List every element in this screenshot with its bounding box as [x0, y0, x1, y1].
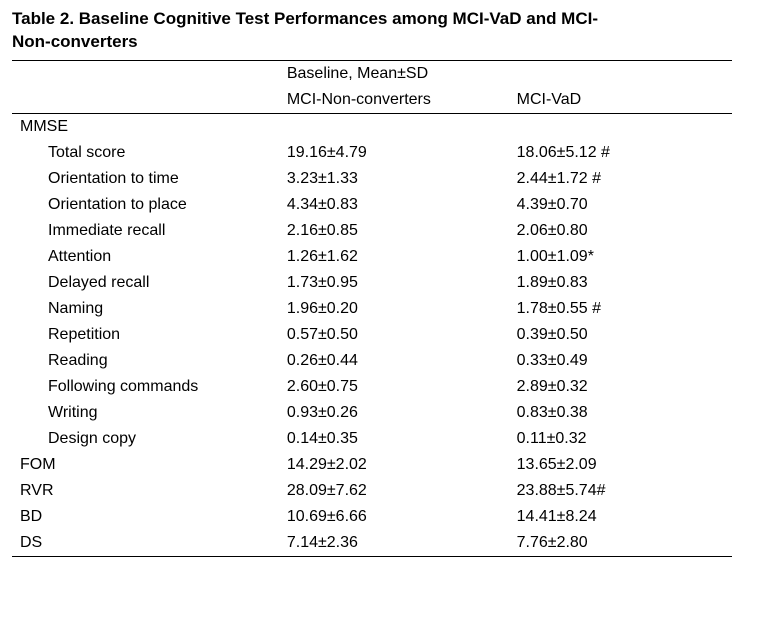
cell-g2: 18.06±5.12 #	[511, 140, 732, 166]
header-group1: MCI-Non-converters	[281, 87, 511, 114]
table-row: FOM 14.29±2.02 13.65±2.09	[12, 452, 732, 478]
row-label: Repetition	[12, 322, 281, 348]
cell-g2: 0.33±0.49	[511, 348, 732, 374]
table-row: Orientation to place 4.34±0.83 4.39±0.70	[12, 192, 732, 218]
table-row: BD 10.69±6.66 14.41±8.24	[12, 504, 732, 530]
table-row: Orientation to time 3.23±1.33 2.44±1.72 …	[12, 166, 732, 192]
cell-g2: 7.76±2.80	[511, 530, 732, 557]
table-row: Reading 0.26±0.44 0.33±0.49	[12, 348, 732, 374]
cell-g1: 14.29±2.02	[281, 452, 511, 478]
table-row: Naming 1.96±0.20 1.78±0.55 #	[12, 296, 732, 322]
section-label-bd: BD	[12, 504, 281, 530]
row-label: Reading	[12, 348, 281, 374]
cell-g1: 1.73±0.95	[281, 270, 511, 296]
cell-g1: 0.26±0.44	[281, 348, 511, 374]
section-label-ds: DS	[12, 530, 281, 557]
cell-g1: 0.57±0.50	[281, 322, 511, 348]
table-row: Attention 1.26±1.62 1.00±1.09*	[12, 244, 732, 270]
row-label: Following commands	[12, 374, 281, 400]
table-row: Repetition 0.57±0.50 0.39±0.50	[12, 322, 732, 348]
table-title: Table 2. Baseline Cognitive Test Perform…	[12, 8, 632, 54]
row-label: Attention	[12, 244, 281, 270]
cell-g1: 10.69±6.66	[281, 504, 511, 530]
cell-g2: 2.06±0.80	[511, 218, 732, 244]
cell-g2: 23.88±5.74#	[511, 478, 732, 504]
cell-g1: 3.23±1.33	[281, 166, 511, 192]
cell-g2: 13.65±2.09	[511, 452, 732, 478]
cell-g1: 4.34±0.83	[281, 192, 511, 218]
table-row: Design copy 0.14±0.35 0.11±0.32	[12, 426, 732, 452]
table-row: DS 7.14±2.36 7.76±2.80	[12, 530, 732, 557]
cell-g2: 4.39±0.70	[511, 192, 732, 218]
cell-g1: 28.09±7.62	[281, 478, 511, 504]
row-label: Orientation to place	[12, 192, 281, 218]
row-label: Design copy	[12, 426, 281, 452]
cell-g1: 2.60±0.75	[281, 374, 511, 400]
cell-g1: 7.14±2.36	[281, 530, 511, 557]
table-row: RVR 28.09±7.62 23.88±5.74#	[12, 478, 732, 504]
cell-g2: 2.44±1.72 #	[511, 166, 732, 192]
cell-g2: 14.41±8.24	[511, 504, 732, 530]
cell-g2: 2.89±0.32	[511, 374, 732, 400]
row-label: Naming	[12, 296, 281, 322]
section-label-fom: FOM	[12, 452, 281, 478]
cell-g2: 0.83±0.38	[511, 400, 732, 426]
cell-g2: 1.78±0.55 #	[511, 296, 732, 322]
cognitive-table: Baseline, Mean±SD MCI-Non-converters MCI…	[12, 60, 732, 557]
section-label-rvr: RVR	[12, 478, 281, 504]
row-label: Delayed recall	[12, 270, 281, 296]
cell-g2: 0.39±0.50	[511, 322, 732, 348]
cell-g1: 0.14±0.35	[281, 426, 511, 452]
table-row: Following commands 2.60±0.75 2.89±0.32	[12, 374, 732, 400]
table-row: Writing 0.93±0.26 0.83±0.38	[12, 400, 732, 426]
cell-g1: 19.16±4.79	[281, 140, 511, 166]
cell-g1: 0.93±0.26	[281, 400, 511, 426]
header-super: Baseline, Mean±SD	[281, 60, 511, 87]
cell-g2: 1.89±0.83	[511, 270, 732, 296]
cell-g1: 2.16±0.85	[281, 218, 511, 244]
header-group2: MCI-VaD	[511, 87, 732, 114]
table-row: Total score 19.16±4.79 18.06±5.12 #	[12, 140, 732, 166]
row-label: Immediate recall	[12, 218, 281, 244]
table-row: Immediate recall 2.16±0.85 2.06±0.80	[12, 218, 732, 244]
row-label: Orientation to time	[12, 166, 281, 192]
cell-g2: 0.11±0.32	[511, 426, 732, 452]
row-label: Writing	[12, 400, 281, 426]
cell-g1: 1.26±1.62	[281, 244, 511, 270]
section-label-mmse: MMSE	[12, 113, 281, 140]
section-row-mmse: MMSE	[12, 113, 732, 140]
table-row: Delayed recall 1.73±0.95 1.89±0.83	[12, 270, 732, 296]
row-label: Total score	[12, 140, 281, 166]
cell-g1: 1.96±0.20	[281, 296, 511, 322]
cell-g2: 1.00±1.09*	[511, 244, 732, 270]
